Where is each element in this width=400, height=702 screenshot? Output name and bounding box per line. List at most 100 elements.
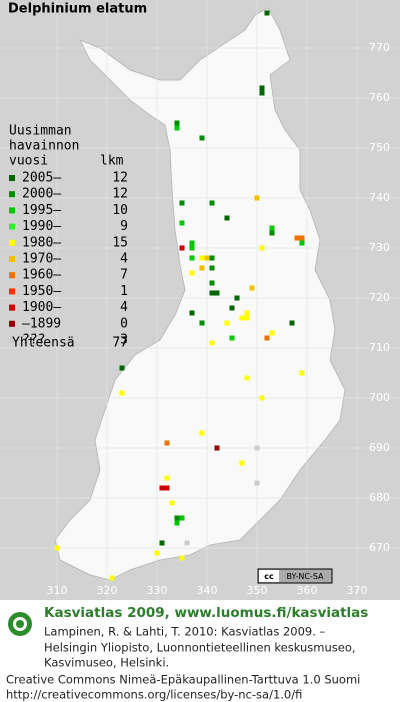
legend-label: 1960– — [22, 268, 61, 283]
occurrence-square — [189, 245, 195, 251]
legend-label: –1899 — [22, 316, 61, 331]
legend-label: 1980– — [22, 235, 61, 250]
occurrence-square — [159, 485, 165, 491]
occurrence-square — [264, 335, 270, 341]
legend-total: 77 — [112, 336, 128, 351]
occurrence-square — [119, 365, 125, 371]
occurrence-square — [54, 545, 60, 551]
legend-swatch — [9, 239, 15, 246]
legend-count-heading: lkm — [100, 154, 124, 169]
x-tick-label: 370 — [347, 584, 368, 597]
occurrence-square — [299, 235, 305, 241]
legend-count: 7 — [120, 268, 128, 283]
occurrence-square — [184, 540, 190, 546]
occurrences — [54, 10, 305, 581]
occurrence-square — [249, 285, 255, 291]
occurrence-square — [179, 200, 185, 206]
occurrence-square — [259, 245, 265, 251]
occurrence-square — [179, 515, 185, 521]
legend-heading: havainnon — [9, 139, 79, 154]
occurrence-square — [209, 255, 215, 261]
legend-count: 9 — [120, 219, 128, 234]
legend-count: 4 — [120, 252, 128, 267]
y-tick-label: 740 — [369, 191, 390, 204]
occurrence-square — [199, 135, 205, 141]
y-tick-label: 770 — [369, 41, 390, 54]
occurrence-square — [244, 315, 250, 321]
occurrence-square — [179, 245, 185, 251]
legend-swatch — [9, 272, 15, 279]
occurrence-square — [214, 290, 220, 296]
legend-label: 1990– — [22, 219, 61, 234]
legend-label: 1950– — [22, 284, 61, 299]
legend-swatch — [9, 304, 15, 311]
occurrence-square — [259, 395, 265, 401]
y-tick-label: 690 — [369, 441, 390, 454]
y-tick-label: 720 — [369, 291, 390, 304]
legend-swatch — [9, 191, 15, 198]
occurrence-square — [199, 265, 205, 271]
occurrence-square — [229, 335, 235, 341]
y-tick-label: 750 — [369, 141, 390, 154]
occurrence-square — [209, 200, 215, 206]
occurrence-square — [199, 430, 205, 436]
occurrence-square — [174, 125, 180, 131]
logo — [8, 612, 32, 636]
legend-label: 1995– — [22, 203, 61, 218]
x-tick-label: 360 — [297, 584, 318, 597]
y-tick-label: 710 — [369, 341, 390, 354]
occurrence-square — [224, 320, 230, 326]
occurrence-square — [294, 235, 300, 241]
citation-line: Lampinen, R. & Lahti, T. 2010: Kasviatla… — [44, 625, 326, 639]
grid-overlay: 310 320 330 340 350 360 3707707607507407307207… — [0, 0, 400, 600]
occurrence-square — [204, 255, 210, 261]
citation-line: Kasvimuseo, Helsinki. — [44, 656, 169, 670]
occurrence-square — [254, 445, 260, 451]
occurrence-square — [164, 440, 170, 446]
legend-heading: Uusimman — [9, 124, 72, 139]
x-tick-label: 340 — [197, 584, 218, 597]
y-tick-label: 730 — [369, 241, 390, 254]
occurrence-square — [174, 520, 180, 526]
legend-count: 15 — [112, 235, 128, 250]
occurrence-square — [259, 90, 265, 96]
occurrence-square — [224, 215, 230, 221]
finland-outline — [54, 7, 346, 581]
legend-count: 3 — [120, 333, 128, 348]
legend-label: 1970– — [22, 252, 61, 267]
occurrence-square — [119, 390, 125, 396]
occurrence-square — [109, 575, 115, 581]
legend-count: 0 — [120, 316, 128, 331]
occurrence-square — [164, 485, 170, 491]
occurrence-square — [299, 370, 305, 376]
occurrence-square — [209, 265, 215, 271]
y-tick-label: 670 — [369, 541, 390, 554]
legend-count: 12 — [112, 171, 128, 186]
occurrence-square — [209, 290, 215, 296]
svg-text:cc: cc — [264, 572, 274, 581]
y-tick-label: 700 — [369, 391, 390, 404]
legend-swatch — [9, 320, 15, 327]
y-tick-label: 760 — [369, 91, 390, 104]
legend-swatch — [9, 337, 15, 343]
legend-swatch — [9, 223, 15, 230]
occurrence-square — [239, 460, 245, 466]
occurrence-square — [174, 515, 180, 521]
occurrence-square — [234, 295, 240, 301]
license-url: http://creativecommons.org/licenses/by-n… — [6, 688, 302, 702]
legend-count: 4 — [120, 300, 128, 315]
occurrence-square — [269, 225, 275, 231]
occurrence-square — [254, 480, 260, 486]
occurrence-square — [179, 555, 185, 561]
occurrence-square — [209, 340, 215, 346]
occurrence-square — [264, 10, 270, 16]
legend-label: 2005– — [22, 171, 61, 186]
occurrence-square — [299, 240, 305, 246]
legend-count: 10 — [112, 203, 128, 218]
citation-line: Helsingin Yliopisto, Luonnontieteellinen… — [44, 641, 356, 655]
legend-swatch — [9, 288, 15, 295]
occurrence-square — [189, 240, 195, 246]
occurrence-square — [199, 320, 205, 326]
x-tick-label: 310 — [47, 584, 68, 597]
